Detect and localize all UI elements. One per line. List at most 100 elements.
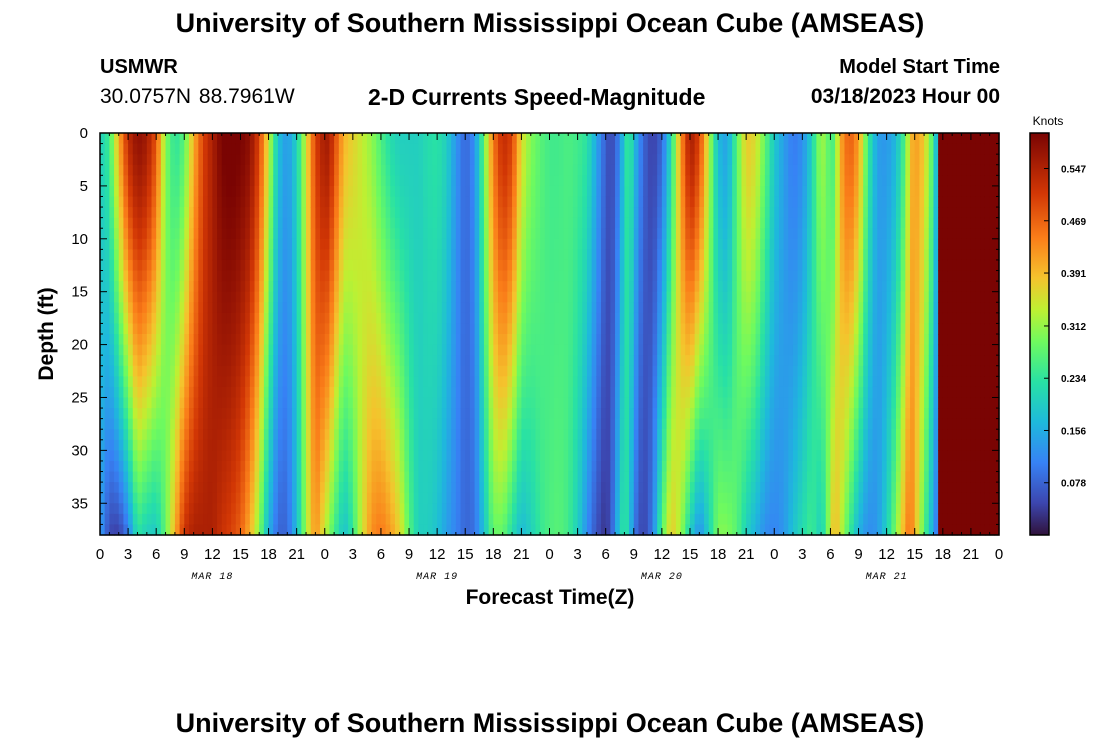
heatmap-cell xyxy=(413,386,419,399)
heatmap-cell xyxy=(558,408,565,420)
heatmap-cell xyxy=(315,164,321,176)
heatmap-cell xyxy=(109,238,115,250)
heatmap-cell xyxy=(685,429,691,441)
heatmap-cell xyxy=(526,482,532,494)
heatmap-cell xyxy=(156,259,162,272)
heatmap-cell xyxy=(132,302,139,314)
heatmap-cell xyxy=(212,355,218,367)
heatmap-cell xyxy=(100,238,106,250)
heatmap-cell xyxy=(399,482,405,494)
heatmap-cell xyxy=(713,154,719,166)
heatmap-cell xyxy=(156,460,162,473)
heatmap-cell xyxy=(212,460,218,473)
heatmap-cell xyxy=(362,355,368,367)
heatmap-cell xyxy=(502,429,508,441)
heatmap-cell xyxy=(427,439,434,451)
heatmap-cell xyxy=(193,408,199,420)
heatmap-cell xyxy=(287,344,293,356)
heatmap-cell xyxy=(427,334,434,346)
heatmap-cell xyxy=(512,408,518,420)
heatmap-cell xyxy=(254,291,260,303)
heatmap-cell xyxy=(352,238,359,250)
heatmap-cell xyxy=(643,334,649,346)
heatmap-cell xyxy=(446,175,452,187)
heatmap-cell xyxy=(647,207,654,219)
heatmap-cell xyxy=(343,291,349,303)
heatmap-cell xyxy=(338,365,345,377)
heatmap-cell xyxy=(123,386,129,399)
heatmap-cell xyxy=(142,228,148,240)
heatmap-cell xyxy=(263,482,270,494)
heatmap-cell xyxy=(619,270,626,282)
heatmap-cell xyxy=(446,312,452,325)
heatmap-cell xyxy=(287,302,293,314)
heatmap-cell xyxy=(615,291,621,303)
heatmap-cell xyxy=(535,154,541,166)
heatmap-cell xyxy=(310,143,316,155)
heatmap-cell xyxy=(624,323,630,335)
heatmap-cell xyxy=(128,471,134,483)
heatmap-cell xyxy=(170,312,176,325)
heatmap-cell xyxy=(329,312,335,325)
heatmap-cell xyxy=(507,503,513,515)
heatmap-cell xyxy=(160,185,167,198)
heatmap-cell xyxy=(535,291,541,303)
heatmap-cell xyxy=(310,164,316,176)
heatmap-cell xyxy=(689,471,696,483)
heatmap-cell xyxy=(647,460,654,473)
heatmap-cell xyxy=(427,323,434,335)
heatmap-cell xyxy=(479,376,485,388)
heatmap-cell xyxy=(572,196,579,208)
heatmap-cell xyxy=(338,143,345,155)
heatmap-cell xyxy=(217,249,223,261)
heatmap-cell xyxy=(207,228,213,240)
heatmap-cell xyxy=(156,450,162,462)
heatmap-cell xyxy=(259,450,265,462)
heatmap-cell xyxy=(685,228,691,240)
heatmap-cell xyxy=(315,386,321,399)
heatmap-cell xyxy=(343,270,349,282)
heatmap-cell xyxy=(343,503,349,515)
heatmap-cell xyxy=(652,291,658,303)
heatmap-cell xyxy=(643,217,649,229)
heatmap-cell xyxy=(394,450,401,462)
heatmap-cell xyxy=(427,513,434,526)
heatmap-cell xyxy=(713,207,719,219)
heatmap-cell xyxy=(170,344,176,356)
heatmap-cell xyxy=(694,143,700,155)
heatmap-cell xyxy=(240,355,246,367)
heatmap-cell xyxy=(544,429,551,441)
heatmap-cell xyxy=(633,492,640,504)
heatmap-cell xyxy=(268,503,274,515)
heatmap-cell xyxy=(348,482,354,494)
heatmap-cell xyxy=(362,302,368,314)
heatmap-cell xyxy=(100,365,106,377)
heatmap-cell xyxy=(685,259,691,272)
heatmap-cell xyxy=(474,471,480,483)
heatmap-cell xyxy=(666,397,672,409)
heatmap-cell xyxy=(156,482,162,494)
heatmap-cell xyxy=(685,460,691,473)
heatmap-cell xyxy=(338,450,345,462)
heatmap-cell xyxy=(647,429,654,441)
heatmap-cell xyxy=(540,513,546,526)
heatmap-cell xyxy=(680,143,686,155)
heatmap-cell xyxy=(638,513,644,526)
heatmap-cell xyxy=(366,270,373,282)
heatmap-cell xyxy=(146,228,153,240)
heatmap-cell xyxy=(586,397,593,409)
heatmap-cell xyxy=(179,133,185,145)
heatmap-cell xyxy=(610,344,616,356)
heatmap-cell xyxy=(638,312,644,325)
heatmap-cell xyxy=(301,418,307,430)
heatmap-cell xyxy=(427,397,434,409)
heatmap-cell xyxy=(657,355,663,367)
heatmap-cell xyxy=(624,492,630,504)
heatmap-cell xyxy=(704,482,710,494)
heatmap-cell xyxy=(497,482,504,494)
heatmap-cell xyxy=(385,154,391,166)
heatmap-cell xyxy=(315,460,321,473)
heatmap-cell xyxy=(394,302,401,314)
heatmap-cell xyxy=(643,355,649,367)
heatmap-cell xyxy=(118,228,125,240)
